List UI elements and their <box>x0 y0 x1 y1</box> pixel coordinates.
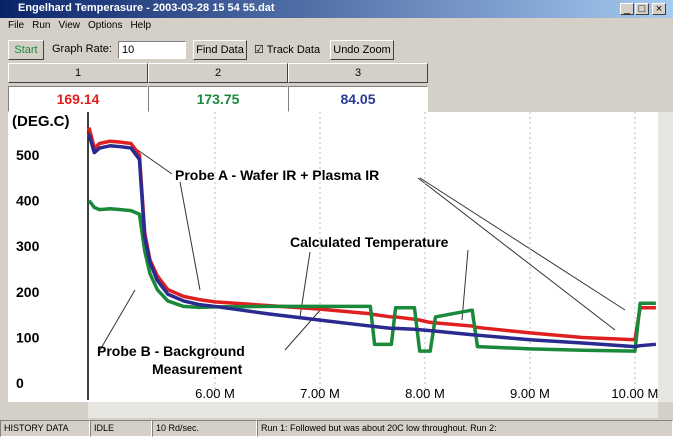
undo-button[interactable]: Undo Zoom <box>330 40 394 60</box>
minimize[interactable]: _ <box>620 3 634 15</box>
status-field: 10 Rd/sec. <box>152 420 257 437</box>
channel-reading: 84.05 <box>288 86 428 112</box>
channel-header[interactable]: 1 <box>8 63 148 83</box>
menu-item[interactable]: Help <box>130 20 152 31</box>
rate-label: Graph Rate: <box>52 43 112 55</box>
track-check[interactable]: ☑ Track Data <box>254 44 321 56</box>
series-line <box>87 199 656 353</box>
y-tick-label: 500 <box>16 147 40 163</box>
series-line <box>87 127 656 342</box>
close[interactable]: × <box>652 3 666 15</box>
y-tick-label: 400 <box>16 193 40 209</box>
title-bar: Engelhard Temperasure - 2003-03-28 15 54… <box>0 0 673 18</box>
rate-select[interactable]: 10 <box>118 41 186 59</box>
menu-item[interactable]: Run <box>32 20 51 31</box>
status-field: HISTORY DATA <box>0 420 90 437</box>
annotation: Calculated Temperature <box>290 234 449 250</box>
start-button[interactable]: Start <box>8 40 44 60</box>
x-tick-label: 8.00 M <box>405 386 445 401</box>
channel-header[interactable]: 2 <box>148 63 288 83</box>
x-tick-label: 10.00 M <box>611 386 658 401</box>
h-scrollbar[interactable] <box>88 402 658 418</box>
y-tick-label: 200 <box>16 284 40 300</box>
v-scrollbar[interactable] <box>658 112 673 402</box>
track-label: Track Data <box>266 44 321 56</box>
menu-item[interactable]: File <box>8 20 25 31</box>
x-tick-label: 7.00 M <box>300 386 340 401</box>
rate-value: 10 <box>122 44 135 56</box>
y-tick-label: 300 <box>16 238 40 254</box>
leader-lines <box>99 145 626 351</box>
y-tick-label: 100 <box>16 329 40 345</box>
annotation: Probe B - Background <box>97 343 245 359</box>
menu-bar: File Run View Options Help <box>8 20 151 34</box>
status-field: Run 1: Followed but was about 20C low th… <box>257 420 673 437</box>
series-line <box>87 133 657 349</box>
x-tick-label: 9.00 M <box>510 386 550 401</box>
maximize[interactable]: □ <box>635 3 649 15</box>
channel-reading: 173.75 <box>148 86 288 112</box>
window-title: Engelhard Temperasure - 2003-03-28 15 54… <box>18 2 275 14</box>
chart: (DEG.C) 6.00 M 7.00 M 8.00 M 9.00 M 10.00 M 0… <box>8 112 673 402</box>
plot-bg <box>8 112 658 402</box>
menu-item[interactable]: View <box>58 20 80 31</box>
annotation: Measurement <box>152 361 243 377</box>
y-axis-label: (DEG.C) <box>12 113 70 130</box>
channel-reading: 169.14 <box>8 86 148 112</box>
status-field: IDLE <box>90 420 152 437</box>
x-tick-label: 6.00 M <box>195 386 235 401</box>
menu-item[interactable]: Options <box>87 20 123 31</box>
channel-header[interactable]: 3 <box>288 63 428 83</box>
find-button[interactable]: Find Data <box>193 40 247 60</box>
status-bar: HISTORY DATA IDLE 10 Rd/sec. Run 1: Followe… <box>0 420 673 437</box>
y-tick-label: 0 <box>16 375 24 391</box>
annotation: Probe A - Wafer IR + Plasma IR <box>175 167 379 183</box>
